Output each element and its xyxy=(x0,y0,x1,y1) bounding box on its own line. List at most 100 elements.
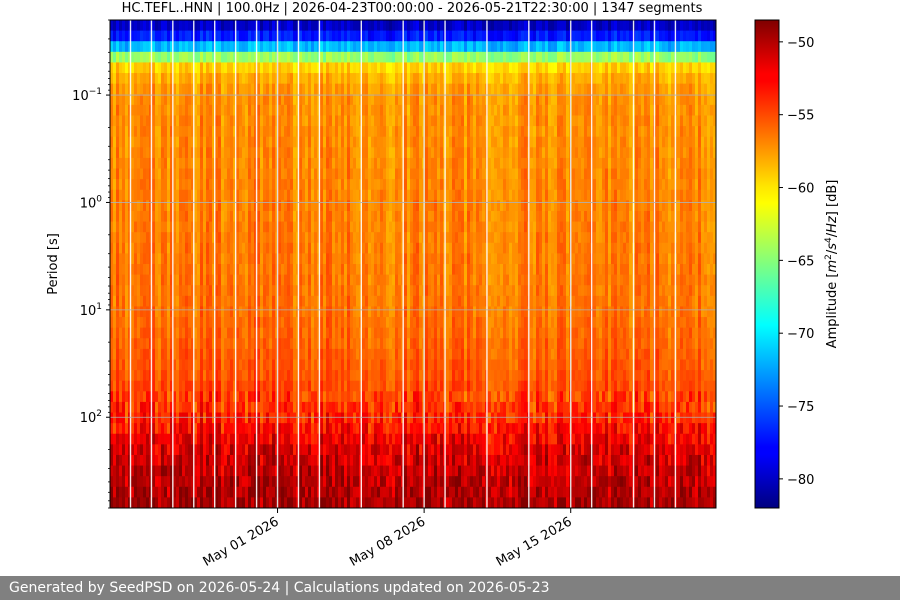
heatmap-cell xyxy=(314,179,318,191)
heatmap-cell xyxy=(221,497,225,508)
heatmap-cell xyxy=(332,232,336,244)
heatmap-cell xyxy=(242,200,246,212)
heatmap-cell xyxy=(320,359,324,371)
heatmap-cell xyxy=(119,200,123,212)
heatmap-cell xyxy=(116,433,120,445)
heatmap-cell xyxy=(275,274,279,286)
heatmap-cell xyxy=(233,391,237,403)
heatmap-cell xyxy=(344,348,348,361)
heatmap-cell xyxy=(140,104,144,117)
heatmap-cell xyxy=(308,454,312,467)
heatmap-cell xyxy=(416,444,420,456)
heatmap-cell xyxy=(389,179,393,191)
heatmap-cell xyxy=(164,104,168,117)
heatmap-cell xyxy=(272,136,276,148)
heatmap-cell xyxy=(152,51,156,64)
heatmap-cell xyxy=(113,115,117,127)
heatmap-cell xyxy=(128,200,132,212)
heatmap-cell xyxy=(152,359,156,371)
heatmap-cell xyxy=(113,338,117,350)
heatmap-cell xyxy=(347,30,351,42)
heatmap-cell xyxy=(155,210,159,223)
heatmap-cell xyxy=(308,444,312,456)
heatmap-cell xyxy=(113,179,117,191)
heatmap-cell xyxy=(329,486,333,498)
heatmap-cell xyxy=(374,94,378,106)
heatmap-cell xyxy=(314,232,318,244)
heatmap-cell xyxy=(338,210,342,223)
heatmap-cell xyxy=(296,285,300,297)
heatmap-cell xyxy=(413,486,417,498)
heatmap-cell xyxy=(341,359,345,371)
heatmap-cell xyxy=(308,200,312,212)
heatmap-cell xyxy=(338,264,342,276)
heatmap-cell xyxy=(263,348,267,361)
heatmap-cell xyxy=(284,476,288,488)
heatmap-cell xyxy=(113,104,117,117)
heatmap-cell xyxy=(419,147,423,159)
heatmap-cell xyxy=(116,126,120,138)
heatmap-cell xyxy=(269,94,273,106)
heatmap-cell xyxy=(347,189,351,201)
heatmap-cell xyxy=(269,370,273,382)
heatmap-cell xyxy=(224,115,228,127)
heatmap-cell xyxy=(113,242,117,254)
heatmap-cell xyxy=(320,115,324,127)
heatmap-cell xyxy=(254,189,258,201)
heatmap-cell xyxy=(371,264,375,276)
heatmap-cell xyxy=(185,338,189,350)
heatmap-cell xyxy=(320,168,324,180)
heatmap-cell xyxy=(254,115,258,127)
heatmap-cell xyxy=(311,433,315,445)
heatmap-cell xyxy=(197,94,201,106)
heatmap-cell xyxy=(266,62,270,74)
heatmap-cell xyxy=(407,20,411,32)
heatmap-cell xyxy=(164,454,168,467)
heatmap-cell xyxy=(131,380,135,392)
heatmap-cell xyxy=(371,30,375,42)
heatmap-cell xyxy=(428,338,432,350)
heatmap-cell xyxy=(116,41,120,53)
heatmap-cell xyxy=(197,433,201,445)
heatmap-cell xyxy=(233,327,237,339)
heatmap-cell xyxy=(134,157,138,170)
heatmap-cell xyxy=(356,136,360,148)
heatmap-cell xyxy=(164,157,168,170)
heatmap-cell xyxy=(296,338,300,350)
heatmap-cell xyxy=(347,62,351,74)
heatmap-cell xyxy=(383,476,387,488)
heatmap-cell xyxy=(110,423,114,435)
heatmap-cell xyxy=(134,51,138,64)
heatmap-cell xyxy=(323,497,327,508)
heatmap-cell xyxy=(410,338,414,350)
heatmap-cell xyxy=(431,370,435,382)
heatmap-cell xyxy=(380,200,384,212)
heatmap-cell xyxy=(128,486,132,498)
heatmap-cell xyxy=(113,497,117,508)
heatmap-cell xyxy=(392,327,396,339)
heatmap-cell xyxy=(338,423,342,435)
heatmap-cell xyxy=(404,295,408,308)
heatmap-cell xyxy=(392,51,396,64)
heatmap-cell xyxy=(248,444,252,456)
heatmap-cell xyxy=(410,380,414,392)
heatmap-cell xyxy=(197,444,201,456)
heatmap-cell xyxy=(206,465,210,477)
heatmap-cell xyxy=(122,359,126,371)
heatmap-cell xyxy=(146,476,150,488)
heatmap-cell xyxy=(254,306,258,318)
heatmap-cell xyxy=(260,221,264,233)
heatmap-cell xyxy=(254,104,258,117)
heatmap-cell xyxy=(119,104,123,117)
heatmap-cell xyxy=(251,486,255,498)
heatmap-cell xyxy=(218,136,222,148)
heatmap-cell xyxy=(281,41,285,53)
heatmap-cell xyxy=(284,73,288,85)
heatmap-cell xyxy=(386,210,390,223)
heatmap-cell xyxy=(275,423,279,435)
heatmap-cell xyxy=(167,274,171,286)
heatmap-cell xyxy=(119,73,123,85)
heatmap-cell xyxy=(119,242,123,254)
heatmap-cell xyxy=(341,62,345,74)
heatmap-cell xyxy=(326,157,330,170)
